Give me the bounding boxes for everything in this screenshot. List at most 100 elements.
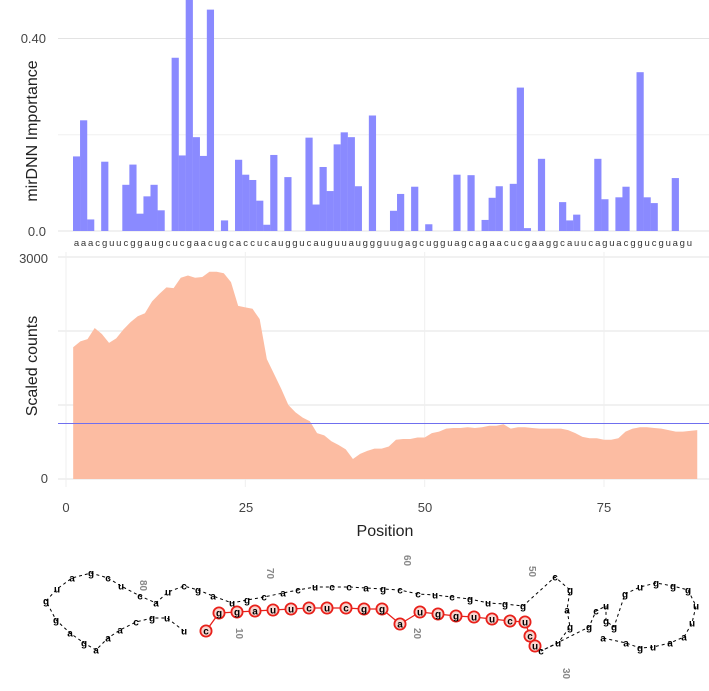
sequence-letter: g — [630, 238, 635, 249]
nucleotide: a — [681, 632, 687, 643]
importance-bar — [312, 204, 320, 231]
sequence-letter: u — [116, 238, 121, 249]
sequence-letter: a — [595, 238, 601, 249]
structure-number-80: 80 — [137, 580, 148, 592]
sequence-letter: c — [588, 238, 593, 249]
sequence-letter: c — [250, 238, 255, 249]
nucleotide: c — [593, 606, 599, 617]
sequence-letter: u — [511, 238, 516, 249]
importance-bar — [305, 137, 313, 231]
importance-bar — [192, 137, 200, 231]
highlighted-nucleotide-circle — [199, 624, 213, 638]
importance-bar — [467, 175, 475, 231]
sequence-letter: u — [666, 238, 671, 249]
nucleotide: c — [137, 591, 143, 602]
sequence-letter: g — [285, 238, 290, 249]
nucleotide: a — [117, 625, 123, 636]
sequence-letter: g — [680, 238, 685, 249]
nucleotide: a — [69, 573, 75, 584]
importance-bar — [615, 197, 623, 231]
importance-bar — [488, 197, 496, 231]
importance-bar — [495, 186, 503, 231]
importance-bar — [453, 174, 461, 231]
nucleotide: g — [244, 595, 250, 606]
highlighted-nucleotide-circle — [523, 629, 537, 643]
importance-ytick-040: 0.40 — [21, 31, 46, 46]
highlighted-nucleotide: u — [270, 605, 276, 616]
sequence-letter: g — [187, 238, 192, 249]
nucleotide: g — [622, 589, 628, 600]
sequence-letter: g — [137, 238, 142, 249]
nucleotide: g — [195, 585, 201, 596]
importance-bar — [157, 210, 165, 231]
highlighted-nucleotide-circle — [320, 601, 334, 615]
highlighted-nucleotide: u — [324, 603, 330, 614]
importance-bar — [636, 72, 644, 231]
importance-bar — [270, 154, 278, 231]
sequence-letter: c — [229, 238, 234, 249]
importance-bar — [136, 213, 144, 231]
importance-bars — [73, 0, 679, 232]
nucleotide: g — [567, 585, 573, 596]
structure-number-60: 60 — [401, 555, 412, 567]
sequence-letter: a — [454, 238, 460, 249]
importance-bar — [354, 186, 362, 231]
nucleotide: g — [603, 616, 609, 627]
sequence-letter: u — [447, 238, 452, 249]
importance-bar — [650, 203, 658, 231]
sequence-letter: u — [644, 238, 649, 249]
importance-bar — [537, 158, 546, 231]
importance-bar — [80, 120, 88, 231]
nucleotide: u — [165, 587, 171, 598]
highlighted-nucleotide-circle — [302, 601, 316, 615]
sequence-letter: u — [320, 238, 325, 249]
structure-number-20: 20 — [411, 628, 422, 640]
structure-nucleotides: cg g a u u c u c g gau g g u u c ucuggugcuccgaccucacguc… — [43, 568, 699, 657]
sequence-letter: a — [88, 238, 94, 249]
importance-bar — [368, 115, 377, 231]
highlighted-nucleotide-circle — [413, 605, 427, 619]
sequence-letter: u — [172, 238, 177, 249]
importance-bar — [622, 186, 630, 231]
sequence-letter: a — [567, 238, 573, 249]
highlighted-nucleotide-circle — [431, 607, 445, 621]
highlighted-nucleotide-circle — [375, 602, 389, 616]
sequence-letter: c — [208, 238, 213, 249]
sequence-letter: g — [659, 238, 664, 249]
sequence-letter: u — [335, 238, 340, 249]
sequence-letter: c — [307, 238, 312, 249]
importance-bar — [509, 183, 517, 231]
sequence-letter: u — [215, 238, 220, 249]
importance-bar — [249, 179, 257, 231]
highlighted-nucleotide-circle — [518, 615, 532, 629]
counts-panel: 3000 0 0 25 50 75 Position Scaled counts — [19, 251, 709, 540]
nucleotide: g — [43, 596, 49, 607]
importance-bar — [516, 87, 524, 232]
highlighted-nucleotide: g — [361, 604, 367, 615]
highlighted-nucleotide: u — [471, 612, 477, 623]
highlighted-nucleotide: u — [489, 614, 495, 625]
nucleotide: u — [603, 601, 609, 612]
nucleotide: u — [54, 584, 60, 595]
highlighted-nucleotide-circle — [230, 605, 244, 619]
nucleotide: g — [467, 594, 473, 605]
nucleotide: g — [637, 643, 643, 654]
sequence-letter: g — [440, 238, 445, 249]
importance-bar — [220, 220, 229, 231]
importance-bar — [671, 178, 679, 231]
sequence-letter: a — [489, 238, 495, 249]
nucleotide: g — [149, 613, 155, 624]
highlighted-nucleotide: u — [288, 604, 294, 615]
sequence-letter: c — [652, 238, 657, 249]
sequence-letter: c — [518, 238, 523, 249]
sequence-letter: a — [532, 238, 538, 249]
nucleotide: u — [693, 601, 699, 612]
highlighted-nucleotide: g — [453, 611, 459, 622]
structure-number-70: 70 — [264, 568, 275, 580]
sequence-letter: a — [313, 238, 319, 249]
sequence-letter: u — [257, 238, 262, 249]
nucleotide: c — [415, 589, 421, 600]
nucleotide: u — [637, 582, 643, 593]
sequence-letter: g — [363, 238, 368, 249]
nucleotide: c — [552, 572, 558, 583]
